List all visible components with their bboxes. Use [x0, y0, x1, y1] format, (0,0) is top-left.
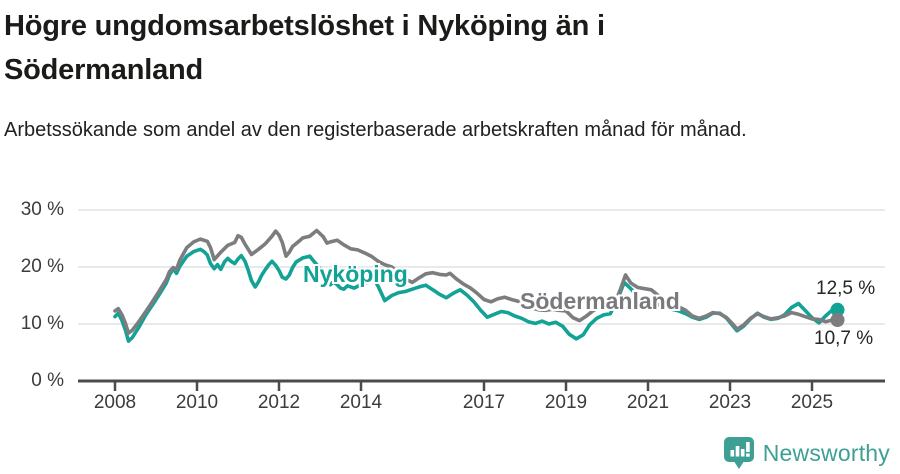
brand-footer: Newsworthy: [723, 436, 890, 470]
series-label-nykoping: Nyköping: [303, 261, 408, 287]
x-tick-label: 2023: [708, 392, 752, 413]
x-tick-label: 2017: [462, 392, 506, 413]
end-value-label-sodermanland: 10,7 %: [814, 328, 874, 349]
x-tick-label: 2008: [93, 392, 137, 413]
y-tick-label: 20 %: [20, 256, 64, 277]
x-tick-label: 2014: [339, 392, 383, 413]
chart-subtitle: Arbetssökande som andel av den registerb…: [4, 119, 747, 141]
series-line-nykoping: [113, 247, 835, 343]
x-tick-label: 2021: [626, 392, 670, 413]
newsworthy-logo-icon: [723, 437, 754, 469]
y-tick-label: 0 %: [31, 370, 64, 391]
series-line-sodermanland: [113, 228, 835, 335]
series-endpoint-sodermanland: [830, 313, 845, 327]
y-tick-label: 30 %: [20, 199, 64, 220]
series-label-sodermanland: Södermanland: [520, 288, 680, 314]
y-tick-label: 10 %: [20, 313, 64, 334]
end-value-label-nykoping: 12,5 %: [816, 278, 876, 299]
x-tick-label: 2012: [257, 392, 301, 413]
x-tick-label: 2025: [790, 392, 834, 413]
x-tick-label: 2010: [175, 392, 219, 413]
brand-name: Newsworthy: [762, 439, 890, 466]
chart-title: Högre ungdomsarbetslöshet i Nyköping än …: [4, 10, 605, 86]
x-tick-label: 2019: [544, 392, 588, 413]
series-endpoint-nykoping: [830, 302, 845, 317]
